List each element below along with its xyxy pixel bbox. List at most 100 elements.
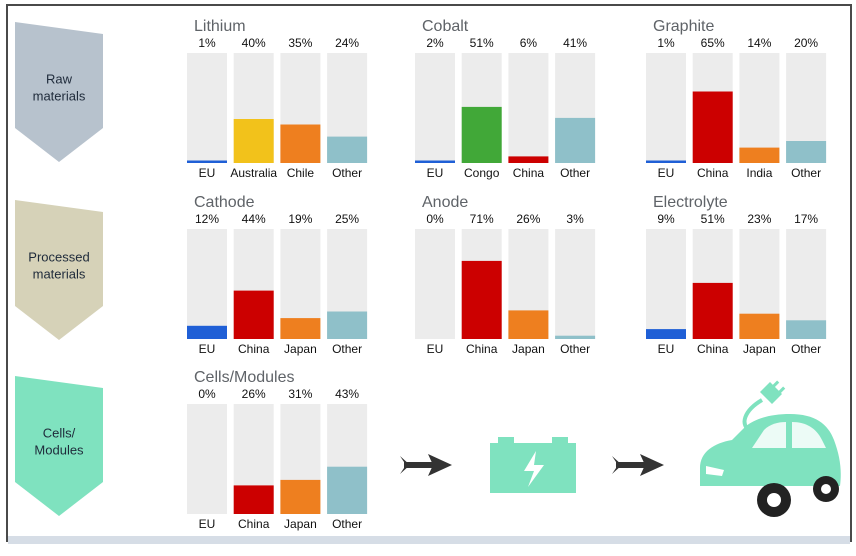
chart-title: Electrolyte [653, 194, 728, 211]
bar [461, 106, 502, 163]
bar [327, 466, 368, 514]
value-label: 19% [288, 212, 312, 226]
bar-background [187, 229, 227, 339]
category-label: Australia [230, 166, 277, 180]
stage-chevron: Processed materials [15, 200, 103, 340]
bar [555, 335, 596, 339]
category-label: Other [791, 342, 821, 356]
category-label: EU [658, 166, 675, 180]
stage-chevron: Raw materials [15, 22, 103, 162]
category-label: Japan [284, 342, 317, 356]
stage-label: materials [33, 267, 86, 282]
value-label: 23% [747, 212, 771, 226]
bar-background [555, 229, 596, 339]
value-label: 20% [794, 36, 818, 50]
category-label: Other [332, 166, 362, 180]
value-label: 41% [563, 36, 587, 50]
chevron-shape [15, 22, 103, 162]
value-label: 2% [426, 36, 444, 50]
value-label: 12% [195, 212, 219, 226]
value-label: 40% [242, 36, 266, 50]
bar [327, 136, 368, 163]
bar [233, 485, 274, 514]
bar [280, 124, 321, 163]
category-label: Japan [512, 342, 545, 356]
bar [786, 141, 827, 163]
stage-label: Cells/ [43, 426, 76, 441]
stage-label: Modules [34, 443, 84, 458]
category-label: EU [658, 342, 675, 356]
value-label: 3% [566, 212, 584, 226]
category-label: China [697, 342, 729, 356]
value-label: 26% [516, 212, 540, 226]
chart-title: Cobalt [422, 18, 469, 35]
stage-chevron: Cells/Modules [15, 376, 103, 516]
chevron-shape [15, 200, 103, 340]
value-label: 24% [335, 36, 359, 50]
category-label: Other [560, 342, 590, 356]
value-label: 6% [520, 36, 538, 50]
bottom-strip [8, 536, 850, 544]
category-label: China [513, 166, 545, 180]
bar [692, 282, 733, 339]
bar [508, 310, 549, 339]
bar [233, 290, 274, 339]
category-label: Japan [284, 517, 317, 531]
value-label: 35% [288, 36, 312, 50]
category-label: Other [332, 342, 362, 356]
value-label: 43% [335, 387, 359, 401]
bar [739, 147, 780, 163]
category-label: China [238, 342, 270, 356]
category-label: Japan [743, 342, 776, 356]
value-label: 71% [470, 212, 494, 226]
bar [555, 117, 596, 163]
bar [786, 320, 827, 339]
value-label: 17% [794, 212, 818, 226]
chart-title: Cathode [194, 194, 255, 211]
electric-car-icon [700, 380, 841, 517]
category-label: China [238, 517, 270, 531]
bar-background [508, 53, 549, 163]
bar [646, 329, 686, 339]
value-label: 51% [470, 36, 494, 50]
value-label: 14% [747, 36, 771, 50]
bar [508, 156, 549, 163]
chart-title: Lithium [194, 18, 246, 35]
category-label: Other [560, 166, 590, 180]
bar [415, 160, 455, 163]
bar-background [646, 53, 686, 163]
bar-background [739, 53, 780, 163]
value-label: 51% [701, 212, 725, 226]
value-label: 9% [657, 212, 675, 226]
stage-label: materials [33, 89, 86, 104]
bar [280, 318, 321, 339]
chart-title: Anode [422, 194, 468, 211]
bar [280, 479, 321, 514]
bar-background [415, 229, 455, 339]
value-label: 31% [288, 387, 312, 401]
category-label: EU [427, 166, 444, 180]
category-label: Other [332, 517, 362, 531]
chevron-shape [15, 376, 103, 516]
category-label: India [746, 166, 772, 180]
bar [327, 311, 368, 339]
stage-chevrons: Raw materials Processed materials Cells/Modu… [15, 22, 103, 516]
value-label: 0% [426, 212, 444, 226]
category-label: EU [199, 342, 216, 356]
category-label: Chile [287, 166, 315, 180]
bar-background [415, 53, 455, 163]
category-label: China [466, 342, 498, 356]
category-label: China [697, 166, 729, 180]
bar [233, 119, 274, 163]
category-label: EU [427, 342, 444, 356]
value-label: 1% [198, 36, 216, 50]
